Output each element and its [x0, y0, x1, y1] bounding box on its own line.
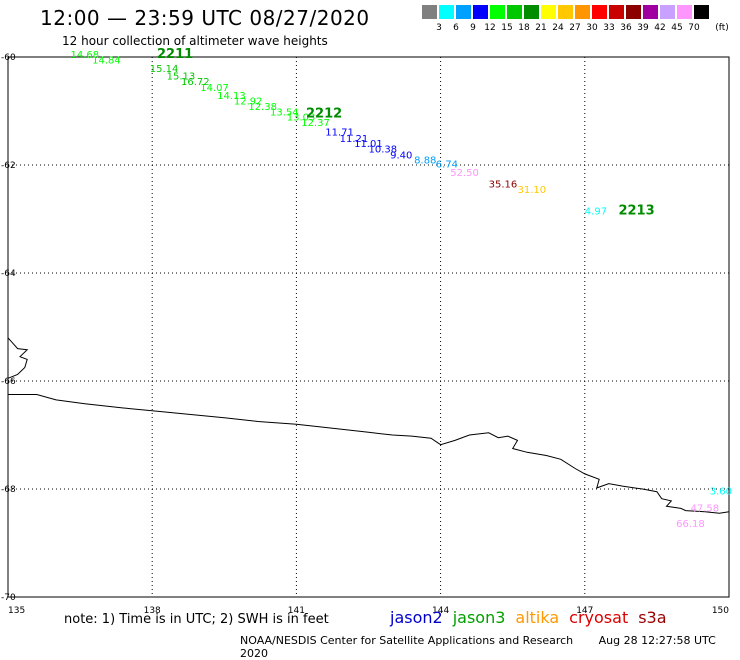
lat-tick-label: -70 [1, 593, 16, 603]
map-subtitle: 12 hour collection of altimeter wave hei… [62, 34, 328, 48]
wave-height-label: 47.58 [691, 504, 720, 515]
lon-tick-label: 135 [8, 606, 25, 616]
wave-height-label: 11.21 [340, 134, 369, 145]
color-swatch [626, 5, 641, 19]
color-swatch [439, 5, 454, 19]
footer-credit: NOAA/NESDIS Center for Satellite Applica… [240, 634, 574, 647]
satellite-cryosat: cryosat [569, 608, 629, 627]
satellite-legend: jason2 jason3 altika cryosat s3a [390, 608, 677, 627]
color-scale-label: 45 [671, 23, 683, 33]
color-swatch [592, 5, 607, 19]
lat-tick-label: -62 [1, 161, 16, 171]
wave-height-label: 14.68 [70, 50, 99, 61]
color-swatch [422, 5, 437, 19]
track-label: 2211 [157, 47, 193, 62]
color-scale-label: 9 [470, 23, 476, 33]
color-swatch [609, 5, 624, 19]
wave-height-label: 14.84 [92, 55, 121, 66]
track-label: 2212 [306, 106, 342, 121]
satellite-jason3: jason3 [452, 608, 506, 627]
wave-height-label: 31.10 [518, 185, 547, 196]
color-scale-label: 42 [654, 23, 666, 33]
satellite-jason2: jason2 [390, 608, 443, 627]
satellite-s3a: s3a [638, 608, 667, 627]
color-scale-label: 12 [484, 23, 496, 33]
wave-height-label: 15.14 [150, 64, 179, 75]
wave-height-label: 66.18 [676, 519, 705, 530]
color-swatch [541, 5, 556, 19]
footer: NOAA/NESDIS Center for Satellite Applica… [240, 634, 740, 660]
color-scale-label: 18 [518, 23, 530, 33]
color-swatch [490, 5, 505, 19]
color-scale-label: 36 [620, 23, 632, 33]
wave-height-label: 11.01 [354, 139, 383, 150]
color-swatch [643, 5, 658, 19]
track-label: 2213 [618, 204, 654, 219]
color-swatch [558, 5, 573, 19]
lon-tick-label: 141 [288, 606, 305, 616]
wave-height-label: 8.88 [414, 155, 436, 166]
color-swatch [694, 5, 709, 19]
lon-tick-label: 144 [432, 606, 449, 616]
color-scale-unit: (ft) [715, 23, 729, 33]
color-scale-label: 6 [453, 23, 459, 33]
color-swatch [677, 5, 692, 19]
wave-height-label: 35.16 [489, 180, 518, 191]
lon-tick-label: 147 [576, 606, 593, 616]
satellite-altika: altika [515, 608, 560, 627]
color-scale-label: 70 [688, 23, 700, 33]
wave-height-label: 12.37 [301, 118, 330, 129]
wave-height-label: 13.03 [287, 113, 316, 124]
wave-height-label: 4.97 [585, 207, 607, 218]
color-swatch [660, 5, 675, 19]
wave-height-label: 16.72 [181, 77, 210, 88]
wave-height-label: 11.71 [325, 127, 354, 138]
wave-height-label: 12.38 [248, 102, 277, 113]
wave-height-label: 12.92 [234, 97, 263, 108]
note-text: note: 1) Time is in UTC; 2) SWH is in fe… [64, 612, 329, 627]
lat-tick-label: -68 [1, 485, 16, 495]
map-frame [7, 56, 730, 598]
map-title: 12:00 — 23:59 UTC 08/27/2020 [40, 6, 370, 30]
color-scale-label: 27 [569, 23, 581, 33]
color-scale-label: 3 [436, 23, 442, 33]
color-swatch [473, 5, 488, 19]
wave-height-label: 10.38 [369, 145, 398, 156]
lat-tick-label: -64 [1, 269, 16, 279]
wave-height-label: 14.07 [200, 83, 229, 94]
color-scale-label: 33 [603, 23, 615, 33]
color-scale-label: 21 [535, 23, 547, 33]
color-scale-label: 39 [637, 23, 649, 33]
color-scale-label: 24 [552, 23, 564, 33]
wave-height-label: 14.13 [217, 91, 246, 102]
wave-height-label: 6.74 [436, 160, 458, 171]
lon-tick-label: 150 [712, 606, 729, 616]
color-scale-label: 15 [501, 23, 513, 33]
lat-tick-label: -60 [1, 53, 16, 63]
coastline [7, 337, 730, 514]
color-swatch [524, 5, 539, 19]
wave-height-label: 3.60 [710, 486, 732, 497]
wave-height-label: 9.40 [390, 151, 412, 162]
color-swatch [507, 5, 522, 19]
wave-height-label: 15.13 [167, 72, 196, 83]
wave-height-label: 52.50 [450, 168, 479, 179]
lon-tick-label: 138 [144, 606, 161, 616]
color-swatch [456, 5, 471, 19]
color-swatch [575, 5, 590, 19]
wave-height-label: 13.54 [270, 107, 299, 118]
color-scale-label: 30 [586, 23, 598, 33]
